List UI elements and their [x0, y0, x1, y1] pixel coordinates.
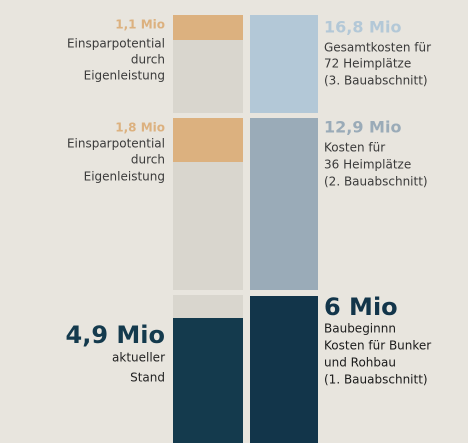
amount-label: 4,9 Mio [66, 321, 165, 349]
description-line: durch [131, 153, 165, 167]
segment [173, 40, 243, 113]
description-line: Kosten für [324, 141, 385, 155]
description-line: 36 Heimplätze [324, 158, 411, 172]
description-line: Einsparpotential [67, 37, 165, 51]
saving-segment [173, 15, 243, 40]
description-line: aktueller [112, 351, 165, 365]
description-line: Stand [130, 371, 165, 385]
current-segment [173, 318, 243, 443]
description-line: (2. Bauabschnitt) [324, 175, 428, 189]
description-line: Gesamtkosten für [324, 41, 431, 55]
amount-label: 12,9 Mio [324, 118, 401, 137]
segment [173, 162, 243, 290]
description-line: Einsparpotential [67, 137, 165, 151]
description-line: (1. Bauabschnitt) [324, 373, 428, 387]
description-line: Kosten für Bunker [324, 339, 431, 353]
segment [173, 295, 243, 318]
stage-3-segment [250, 15, 318, 113]
amount-label: 1,1 Mio [115, 18, 165, 32]
description-line: durch [131, 53, 165, 67]
stage-1-segment [250, 296, 318, 443]
description-line: (3. Bauabschnitt) [324, 74, 428, 88]
description-line: Eigenleistung [84, 170, 165, 184]
amount-label: 1,8 Mio [115, 121, 165, 135]
description-line: Baubeginnn [324, 322, 396, 336]
description-line: Eigenleistung [84, 69, 165, 83]
amount-label: 16,8 Mio [324, 18, 401, 37]
stage-2-segment [250, 118, 318, 290]
description-line: 72 Heimplätze [324, 57, 411, 71]
saving-segment [173, 118, 243, 162]
amount-label: 6 Mio [324, 293, 398, 321]
description-line: und Rohbau [324, 356, 396, 370]
